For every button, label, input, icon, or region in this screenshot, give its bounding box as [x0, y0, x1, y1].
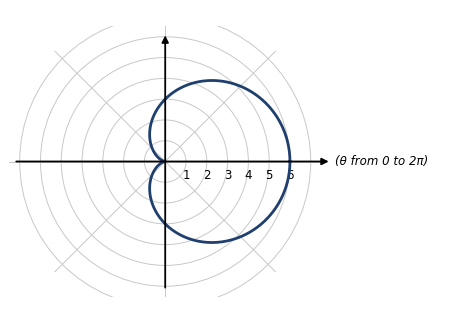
Text: 6: 6	[286, 169, 294, 182]
Text: (θ from 0 to 2π): (θ from 0 to 2π)	[335, 155, 429, 168]
Text: 3: 3	[224, 169, 231, 182]
Text: 5: 5	[266, 169, 273, 182]
Text: 4: 4	[245, 169, 252, 182]
Text: 1: 1	[182, 169, 190, 182]
Text: 2: 2	[203, 169, 211, 182]
